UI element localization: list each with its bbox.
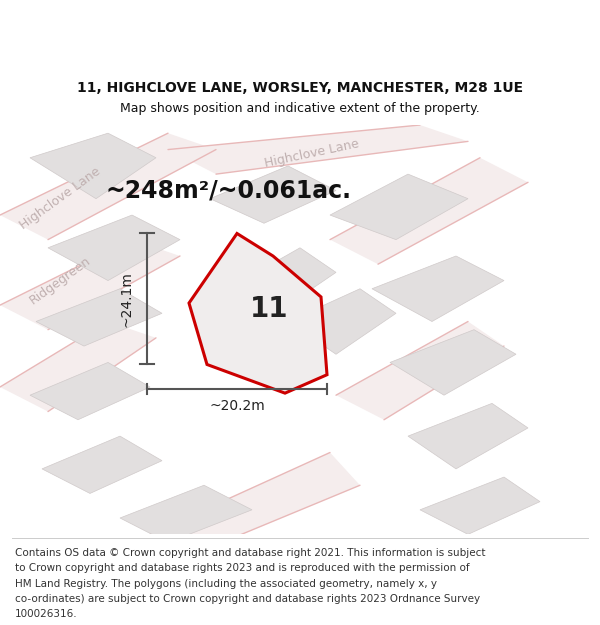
Polygon shape — [330, 174, 468, 239]
Text: 11, HIGHCLOVE LANE, WORSLEY, MANCHESTER, M28 1UE: 11, HIGHCLOVE LANE, WORSLEY, MANCHESTER,… — [77, 81, 523, 95]
Text: Highclove Lane: Highclove Lane — [263, 138, 361, 170]
Polygon shape — [0, 239, 180, 330]
Text: 100026316.: 100026316. — [15, 609, 77, 619]
Polygon shape — [330, 158, 528, 264]
Polygon shape — [0, 133, 216, 239]
Polygon shape — [210, 166, 336, 223]
Polygon shape — [408, 403, 528, 469]
Polygon shape — [48, 215, 180, 281]
Polygon shape — [336, 321, 504, 420]
Polygon shape — [120, 485, 252, 542]
Polygon shape — [42, 436, 162, 494]
Text: Contains OS data © Crown copyright and database right 2021. This information is : Contains OS data © Crown copyright and d… — [15, 548, 485, 558]
Polygon shape — [30, 362, 150, 420]
Text: to Crown copyright and database rights 2023 and is reproduced with the permissio: to Crown copyright and database rights 2… — [15, 563, 470, 573]
Polygon shape — [150, 452, 360, 555]
Text: Map shows position and indicative extent of the property.: Map shows position and indicative extent… — [120, 102, 480, 115]
Polygon shape — [420, 477, 540, 534]
Text: Highclove Lane: Highclove Lane — [17, 165, 103, 232]
Polygon shape — [228, 248, 336, 313]
Text: ~20.2m: ~20.2m — [209, 399, 265, 413]
Polygon shape — [168, 125, 468, 174]
Text: Ridgegreen: Ridgegreen — [27, 254, 93, 307]
Text: co-ordinates) are subject to Crown copyright and database rights 2023 Ordnance S: co-ordinates) are subject to Crown copyr… — [15, 594, 480, 604]
Polygon shape — [30, 133, 156, 199]
Text: ~24.1m: ~24.1m — [120, 271, 134, 327]
Text: ~248m²/~0.061ac.: ~248m²/~0.061ac. — [105, 179, 351, 202]
Polygon shape — [189, 234, 327, 393]
Polygon shape — [390, 330, 516, 395]
Text: 11: 11 — [250, 295, 288, 323]
Polygon shape — [372, 256, 504, 321]
Polygon shape — [36, 289, 162, 346]
Text: HM Land Registry. The polygons (including the associated geometry, namely x, y: HM Land Registry. The polygons (includin… — [15, 579, 437, 589]
Polygon shape — [0, 321, 156, 411]
Polygon shape — [288, 289, 396, 354]
